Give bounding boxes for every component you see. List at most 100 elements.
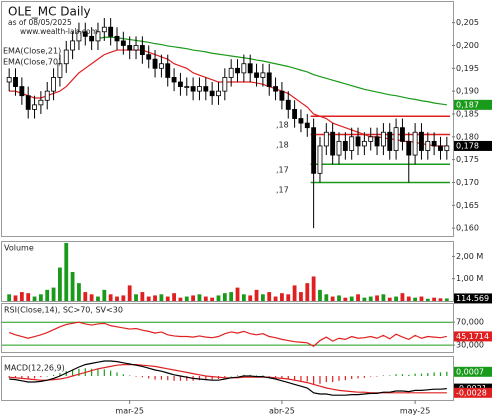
volume-bar — [375, 295, 379, 301]
value-badge — [454, 387, 492, 398]
candle-body — [387, 131, 393, 151]
candle-body — [19, 86, 25, 97]
macd-histogram-bar — [72, 370, 74, 376]
volume-bar — [254, 289, 259, 301]
last-value-label: 0,178 — [456, 141, 479, 150]
rsi-line — [8, 321, 447, 347]
volume-bar — [356, 294, 360, 301]
candle-body — [44, 90, 50, 101]
candle-body — [412, 131, 418, 156]
last-value-label: 45,1714 — [456, 332, 489, 341]
macd-histogram-bar — [287, 376, 289, 380]
candle-body — [361, 140, 367, 147]
candle-body — [120, 40, 126, 46]
candle-body — [336, 140, 342, 156]
volume-bar — [172, 293, 176, 301]
macd-histogram-bar — [262, 375, 264, 376]
candle-body — [273, 86, 279, 92]
candle-body — [82, 31, 88, 37]
macd-histogram-bar — [332, 376, 334, 382]
candle-body — [203, 86, 209, 92]
volume-bar — [184, 296, 189, 301]
volume-bar — [260, 294, 265, 301]
y-tick-label: 1,00 M — [456, 274, 483, 283]
macd-histogram-bar — [420, 373, 423, 376]
value-badge — [454, 140, 492, 151]
candle-body — [342, 140, 348, 151]
macd-histogram-bar — [306, 376, 308, 382]
volume-bar — [381, 294, 386, 301]
macd-histogram-bar — [78, 368, 80, 376]
volume-bar — [7, 294, 12, 301]
macd-histogram-bar — [351, 376, 353, 379]
candle-body — [323, 131, 329, 147]
legend-entry: EMA(Close,21) — [3, 47, 61, 56]
source: www.wealth-lab.com — [20, 27, 98, 36]
candle-body — [152, 58, 158, 69]
candle-body — [330, 131, 336, 156]
macd-histogram-bar — [376, 376, 378, 377]
macd-histogram-bar — [97, 369, 99, 376]
macd-histogram-bar — [14, 376, 17, 378]
macd-histogram-bar — [439, 372, 442, 376]
macd-histogram-bar — [135, 376, 137, 377]
candle-body — [247, 63, 253, 74]
panel-title: Volume — [4, 244, 34, 253]
candle-body — [127, 45, 133, 51]
ema-line — [97, 36, 447, 106]
candle-body — [393, 127, 399, 151]
macd-histogram-bar — [160, 376, 162, 380]
candle-body — [190, 86, 196, 92]
volume-bar — [96, 296, 100, 301]
macd-histogram-bar — [154, 376, 156, 380]
volume-bar — [343, 297, 348, 301]
volume-bar — [203, 296, 208, 301]
volume-bar — [425, 298, 430, 301]
macd-histogram-bar — [433, 372, 435, 376]
candle-body — [177, 81, 183, 87]
chart-subtitle: as of 08/05/2025 — [8, 18, 72, 27]
volume-bar — [248, 295, 253, 301]
candle-body — [165, 63, 171, 78]
candle-body — [368, 136, 374, 142]
volume-bar — [311, 276, 316, 301]
macd-histogram-bar — [205, 376, 207, 380]
volume-bar — [83, 292, 88, 301]
volume-bar — [178, 297, 183, 301]
y-tick-label: 0,205 — [456, 18, 479, 27]
candle-body — [95, 31, 101, 42]
macd-histogram-bar — [129, 375, 131, 376]
macd-histogram-bar — [230, 376, 232, 377]
volume-bar — [241, 294, 246, 301]
volume-bar — [406, 296, 411, 301]
candle-body — [197, 86, 202, 92]
candle-body — [38, 99, 44, 106]
panel-title: MACD(12,26,9) — [4, 364, 65, 373]
candle-body — [108, 26, 114, 37]
volume-bar — [387, 297, 392, 301]
candle-body — [146, 54, 152, 60]
macd-histogram-bar — [116, 372, 118, 376]
macd-histogram-bar — [167, 376, 169, 381]
macd-histogram-bar — [236, 375, 239, 376]
candle-body — [158, 63, 164, 69]
macd-histogram-bar — [370, 376, 372, 377]
volume-bar — [273, 296, 278, 301]
macd-histogram-bar — [179, 376, 182, 381]
volume-bar — [394, 296, 398, 301]
volume-bar — [146, 296, 151, 301]
y-tick-label: 70,000 — [456, 318, 484, 327]
volume-bar — [229, 292, 234, 301]
macd-histogram-bar — [52, 374, 55, 376]
macd-histogram-bar — [33, 376, 36, 379]
candle-body — [139, 45, 145, 56]
candle-body — [101, 26, 107, 33]
candle-body — [431, 140, 437, 147]
volume-bar — [324, 294, 329, 301]
candle-body — [216, 90, 221, 97]
volume-bar — [64, 243, 69, 301]
panel-title: RSI(Close,14), SC>70, SV<30 — [4, 306, 123, 315]
macd-histogram-bar — [255, 375, 258, 376]
annotation: ,18 — [276, 121, 289, 130]
volume-bar — [45, 289, 50, 301]
